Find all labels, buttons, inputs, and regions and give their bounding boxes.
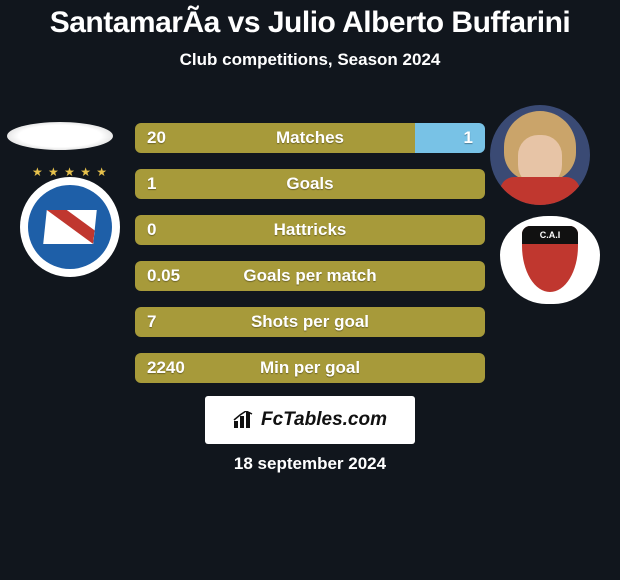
stat-bar: 0.05Goals per match <box>135 261 485 291</box>
club-right-band: C.A.I <box>522 226 578 244</box>
stat-bar: 2240Min per goal <box>135 353 485 383</box>
bar-segment-left <box>135 261 485 291</box>
page-title: SantamarÃ­a vs Julio Alberto Buffarini <box>0 0 620 40</box>
stat-bar: 201Matches <box>135 123 485 153</box>
player-right-avatar <box>490 105 590 205</box>
club-left-stars: ★ ★ ★ ★ ★ <box>20 165 120 179</box>
subtitle: Club competitions, Season 2024 <box>0 50 620 70</box>
stat-bar: 7Shots per goal <box>135 307 485 337</box>
bar-segment-left <box>135 169 485 199</box>
attribution-badge: FcTables.com <box>205 396 415 444</box>
player-left-avatar <box>7 122 113 150</box>
club-left-inner <box>28 185 112 269</box>
bar-segment-left <box>135 123 415 153</box>
bar-segment-left <box>135 215 485 245</box>
stat-bars: 201Matches 1Goals 0Hattricks 0.05Goals per … <box>135 123 485 399</box>
club-right-shield: C.A.I <box>522 226 578 292</box>
date-text: 18 september 2024 <box>0 454 620 474</box>
stat-bar: 1Goals <box>135 169 485 199</box>
club-left-flag <box>43 210 97 244</box>
avatar-jersey <box>500 177 580 205</box>
chart-icon <box>233 411 255 429</box>
bar-segment-right <box>415 123 485 153</box>
club-badge-right: C.A.I <box>500 216 600 304</box>
attribution-text: FcTables.com <box>261 409 387 431</box>
stat-bar: 0Hattricks <box>135 215 485 245</box>
bar-segment-left <box>135 307 485 337</box>
club-badge-left: ★ ★ ★ ★ ★ <box>20 177 120 277</box>
bar-segment-left <box>135 353 485 383</box>
